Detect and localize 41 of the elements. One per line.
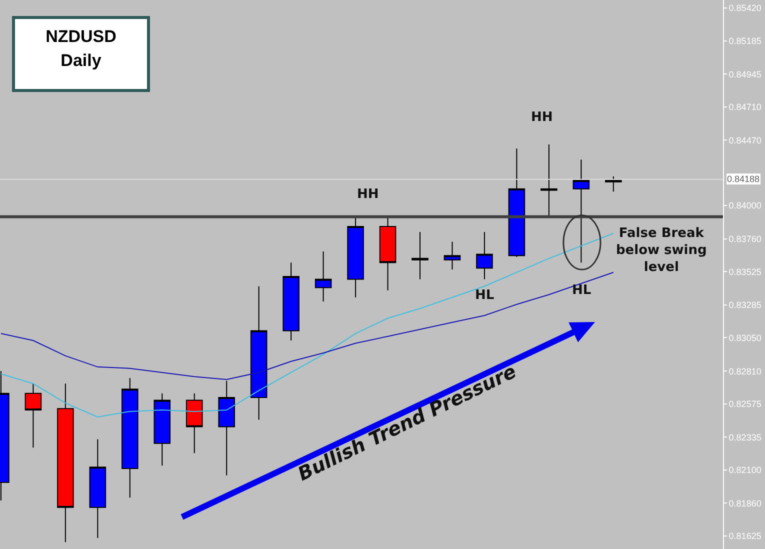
candlestick <box>154 392 171 466</box>
y-tick-label: 0.83760 <box>728 234 762 244</box>
candlestick <box>282 262 300 341</box>
y-tick-label: 0.82100 <box>728 465 762 476</box>
annotation: HL <box>475 288 494 303</box>
title-box: NZDUSD Daily <box>12 16 150 92</box>
candlestick <box>347 216 364 298</box>
y-tick-label: 0.85420 <box>728 3 762 14</box>
y-tick-label: 0.81625 <box>728 531 762 542</box>
candlestick <box>250 286 268 420</box>
candlestick <box>540 144 558 218</box>
y-tick-label: 0.83525 <box>728 266 762 277</box>
y-tick-label: 0.82575 <box>728 398 762 409</box>
y-tick-label: 0.84710 <box>728 102 762 112</box>
annotation: HH <box>531 110 553 125</box>
candlestick <box>122 378 138 498</box>
candlestick <box>572 159 590 264</box>
y-tick-label: 0.84945 <box>728 69 762 80</box>
candlestick <box>314 250 332 302</box>
candlestick <box>218 380 235 476</box>
y-tick-label: 0.82810 <box>728 366 762 376</box>
candlestick <box>412 232 428 280</box>
candlestick <box>379 216 396 291</box>
y-tick-label: 0.84470 <box>728 135 762 146</box>
candlestick <box>89 438 106 539</box>
y-tick-label: 0.81860 <box>728 498 762 508</box>
y-tick-label: 0.85185 <box>728 36 762 46</box>
candlestick <box>24 383 42 448</box>
y-tick-label: 0.83050 <box>728 332 762 343</box>
candlestick <box>186 392 203 454</box>
candlestick <box>508 148 526 258</box>
annotation: False Break below swing level <box>616 226 707 275</box>
annotation: HL <box>572 283 592 298</box>
y-tick-label: 0.82335 <box>728 432 762 442</box>
candlestick <box>476 232 493 280</box>
y-tick-label: 0.84000 <box>728 200 762 211</box>
annotation: HH <box>357 187 379 202</box>
y-tick-label: 0.83285 <box>728 300 762 310</box>
ref-line-label: 0.84188 <box>727 174 760 184</box>
candlestick <box>57 383 74 543</box>
candlestick <box>444 241 461 270</box>
